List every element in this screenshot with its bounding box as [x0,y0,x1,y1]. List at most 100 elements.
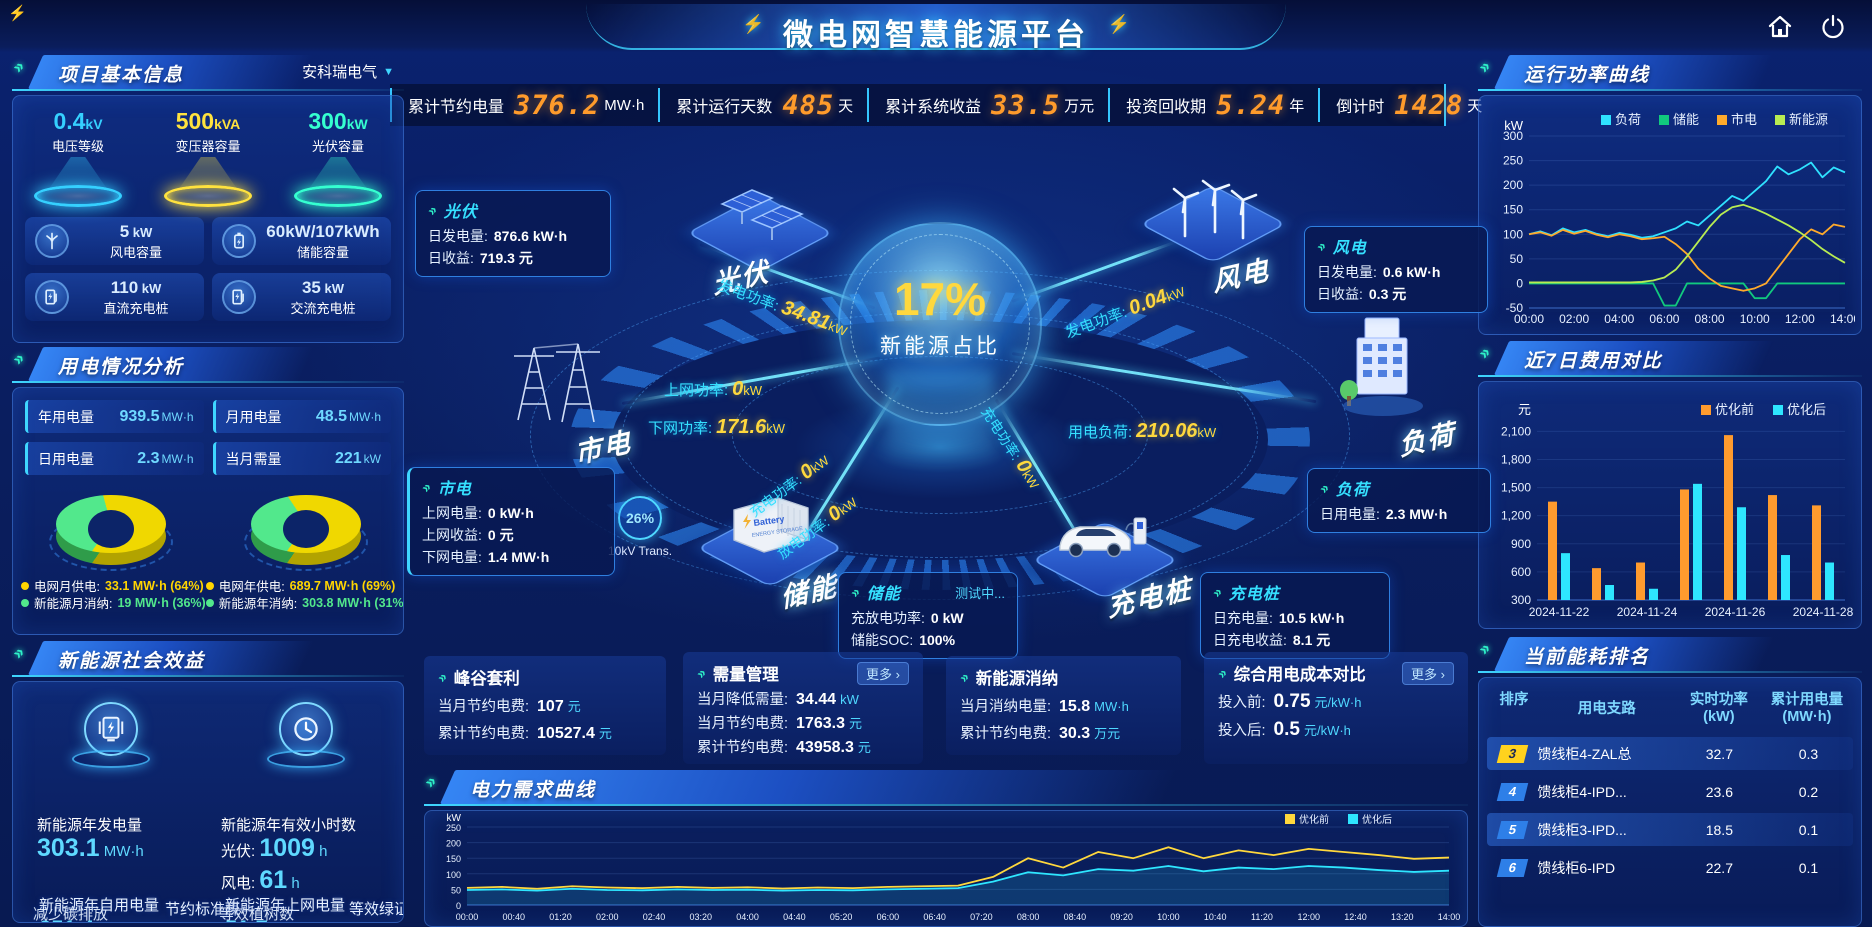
svg-text:2024-11-26: 2024-11-26 [1705,605,1766,619]
flow-from-grid: 下网功率: 171.6kW [648,416,786,438]
kpi-run-days: 累计运行天数 485 天 [658,88,867,122]
table-row[interactable]: 6 馈线柜6-IPD 22.7 0.1 [1487,851,1853,884]
table-row[interactable]: 4 馈线柜4-IPD... 23.6 0.2 [1487,775,1853,808]
table-row[interactable]: 5 馈线柜3-IPD... 18.5 0.1 [1487,813,1853,846]
company-dropdown[interactable]: 安科瑞电气 ▼ [302,61,394,82]
storage-testing-link[interactable]: 测试中... [955,585,1005,601]
svg-text:200: 200 [1503,178,1523,192]
rank-badge: 5 [1496,820,1528,839]
svg-text:0: 0 [456,901,461,911]
node-charger: 充电桩 [1030,500,1194,630]
stat-ac-charger: 35 kW 交流充电桩 [212,273,391,321]
gen-value: 303.1 MW·h [37,834,144,862]
svg-text:2,100: 2,100 [1501,424,1531,438]
stat-label: 储能容量 [296,244,349,260]
table-row[interactable]: 3 馈线柜4-ZAL总 32.7 0.3 [1487,737,1853,770]
stat-wind-capacity: 5 kW 风电容量 [25,217,204,265]
lightning-icon: ⚡ [1107,14,1130,34]
svg-text:04:00: 04:00 [1604,312,1634,326]
charging-pile-icon [222,280,256,314]
card-renewable-consume: » 新能源消纳 当月消纳电量: 15.8 MW·h 累计节约电费: 30.3 万元 [946,656,1181,755]
wind-turbines-icon [1172,179,1258,240]
kpi-label: 累计节约电量 [408,99,505,116]
node-wind: 风电 [1139,164,1287,297]
panel-title: 运行功率曲线 [1524,65,1651,86]
chevron-down-icon: ▼ [383,65,394,78]
svg-text:-50: -50 [1506,301,1524,315]
light-base [294,185,382,207]
chevron-icon: » [1315,479,1333,497]
demand-curve-chart: 250 200 150 100 50 0 kW 00:00 00:40 01:20 02:00 02:… [446,813,1460,922]
panel-title: 项目基本信息 [58,65,185,86]
panel-title: 当前能耗排名 [1524,647,1651,668]
page-title: 微电网智慧能源平台 [783,19,1089,52]
svg-text:08:00: 08:00 [1695,312,1725,326]
panel-project-info: » 项目基本信息 安科瑞电气 ▼ 0.4kV 电压等级 500kVA 变压器容量 [8,55,404,343]
svg-text:优化后: 优化后 [1362,813,1392,826]
card-icon: » [1213,664,1231,682]
svg-text:300: 300 [1503,129,1523,143]
more-button[interactable]: 更多 › [857,661,909,685]
power-icon[interactable] [1820,14,1846,40]
panel-title: 新能源社会效益 [58,651,206,672]
transmission-tower-icon [514,343,600,423]
kpi-label: 倒计时 [1336,99,1385,116]
legend-renewable-year: 新能源年消纳: 303.8 MW·h (31%) [205,594,403,611]
svg-text:250: 250 [1503,154,1523,168]
svg-text:06:40: 06:40 [923,912,946,922]
svg-text:01:20: 01:20 [549,912,572,922]
svg-text:06:00: 06:00 [877,912,900,922]
card-icon: » [955,668,973,686]
panel-social-benefit: » 新能源社会效益 新能源年发电量 303.1 MW·h [8,641,404,923]
svg-text:1,800: 1,800 [1501,452,1531,466]
svg-text:2024-11-24: 2024-11-24 [1617,605,1678,619]
panel-body: 250 200 150 100 50 0 kW 00:00 00:40 01:20 02:00 02:… [424,810,1468,927]
chevron-icon: » [1312,237,1330,255]
panel-energy-ranking: » 当前能耗排名 排序 用电支路 实时功率 (kW) 累计用电量 (MW·h) 3 … [1474,637,1862,927]
card-icon: » [433,668,451,686]
chevron-icon: » [846,583,864,601]
flow-to-grid: 上网功率: 0kW [664,378,763,400]
svg-text:储能: 储能 [1673,112,1699,127]
coal-label: 节约标准煤 [165,901,241,918]
svg-text:08:00: 08:00 [1017,912,1040,922]
transformer-label: 10kV Trans. [608,544,673,558]
power-curve-chart: 300 250 200 150 100 50 0 -50 kW 00:00 02:00 04:00 06… [1503,112,1860,326]
svg-text:10:00: 10:00 [1740,312,1770,326]
ev-car-icon [1059,517,1147,558]
svg-text:2024-11-22: 2024-11-22 [1529,605,1590,619]
panel-corner-icon: » [8,642,29,663]
flow-load-power: 用电负荷: 210.06kW [1068,420,1217,442]
generation-icon [83,702,138,756]
renewable-share-label: 新能源占比 [880,335,1000,358]
chevron-icon: » [1208,583,1226,601]
usage-demand: 当月需量 221 kW [212,442,391,475]
more-button[interactable]: 更多 › [1402,661,1454,685]
home-icon[interactable] [1766,14,1794,40]
chevron-icon: » [417,478,435,496]
chevron-icon: » [423,201,441,219]
light-beam [42,157,114,199]
export-label: 新能源年上网电量 [225,897,346,914]
panel-title: 近7日费用对比 [1524,351,1663,372]
usage-year: 年用电量 939.5 MW·h [25,400,204,433]
panel-power-curve: » 运行功率曲线 300 250 200 150 100 50 0 -50 kW 00:00 02:… [1474,55,1862,335]
spot-value: 500 [175,108,215,134]
panel-corner-icon: » [1474,638,1495,659]
legend-renewable-month: 新能源月消纳: 19 MW·h (36%) [21,594,206,611]
card-cost-compare: » 综合用电成本对比 更多 › 投入前: 0.75 元/kW·h 投入后: 0.5 元/k… [1204,652,1468,764]
pv-hours: 光伏: 1009 h [221,834,328,862]
panel-cost-compare: » 近7日费用对比 2,100 1,800 1,500 1,200 900 600 300 元… [1474,341,1862,629]
usage-day: 日用电量 2.3 MW·h [25,442,204,475]
svg-text:600: 600 [1511,565,1531,579]
svg-text:04:00: 04:00 [736,912,759,922]
self-use-label: 新能源年自用电量 [39,897,160,914]
panel-header: » 用电情况分析 [8,347,404,387]
spotlight-voltage: 0.4kV 电压等级 [23,108,133,207]
svg-text:10:00: 10:00 [1157,912,1180,922]
clock-icon [278,702,333,756]
svg-text:优化后: 优化后 [1787,402,1826,417]
panel-body: 排序 用电支路 实时功率 (kW) 累计用电量 (MW·h) 3 馈线柜4-ZAL总… [1478,677,1862,927]
spot-label: 变压器容量 [175,139,241,154]
